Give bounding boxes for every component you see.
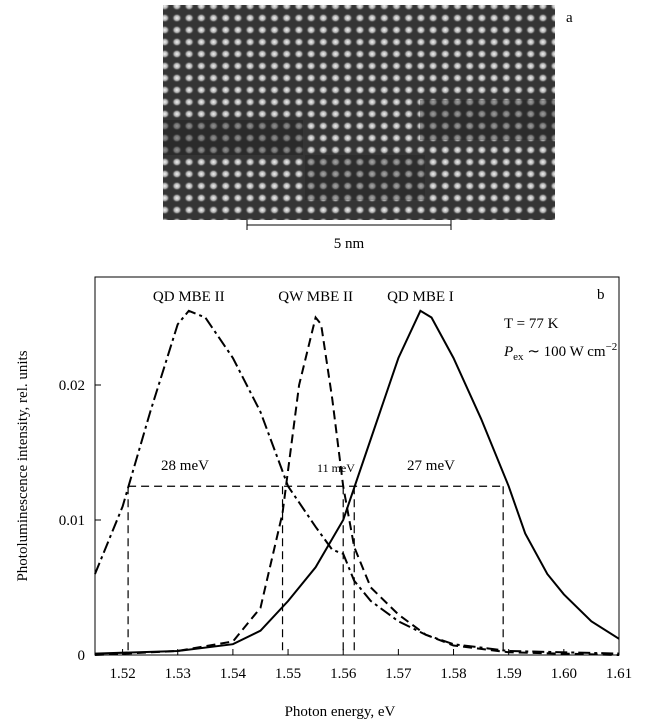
x-axis-label: Photon energy, eV	[285, 704, 396, 720]
tem-image	[163, 5, 555, 220]
x-tick-label: 1.61	[606, 666, 632, 682]
curve-label: QW MBE II	[278, 289, 353, 305]
x-tick-label: 1.59	[496, 666, 522, 682]
tem-shading	[420, 100, 555, 140]
curve-label: QD MBE I	[387, 289, 454, 305]
x-tick-label: 1.56	[330, 666, 357, 682]
temperature: T = 77 K	[504, 316, 559, 332]
power-exponent: −2	[606, 341, 618, 353]
curve-label: QD MBE II	[153, 289, 225, 305]
curve	[94, 309, 620, 655]
y-axis-label: Photoluminescence intensity, rel. units	[15, 350, 31, 581]
y-tick-label: 0	[78, 648, 86, 664]
scale-bar-label: 5 nm	[334, 236, 365, 252]
tem-shading	[305, 155, 425, 200]
y-tick-label: 0.01	[59, 513, 85, 529]
panel-label: b	[597, 287, 605, 303]
x-tick-label: 1.53	[165, 666, 191, 682]
power: Pex ∼ 100 W cm−2	[503, 341, 617, 363]
tem-shading	[163, 120, 303, 155]
curve	[94, 315, 620, 656]
power-subscript: ex	[513, 351, 524, 363]
width-label: 11 meV	[317, 461, 355, 475]
x-tick-label: 1.52	[109, 666, 135, 682]
x-tick-label: 1.60	[551, 666, 577, 682]
x-tick-label: 1.57	[385, 666, 412, 682]
plot-frame	[94, 276, 620, 656]
width-label: 28 meV	[161, 458, 209, 474]
width-label: 27 meV	[407, 458, 455, 474]
y-tick-label: 0.02	[59, 378, 85, 394]
panel-label: a	[566, 10, 573, 26]
power-symbol: P	[503, 344, 513, 360]
x-tick-label: 1.55	[275, 666, 301, 682]
x-tick-label: 1.58	[440, 666, 466, 682]
power-value: ∼ 100 W cm	[524, 344, 606, 360]
x-tick-label: 1.54	[220, 666, 247, 682]
